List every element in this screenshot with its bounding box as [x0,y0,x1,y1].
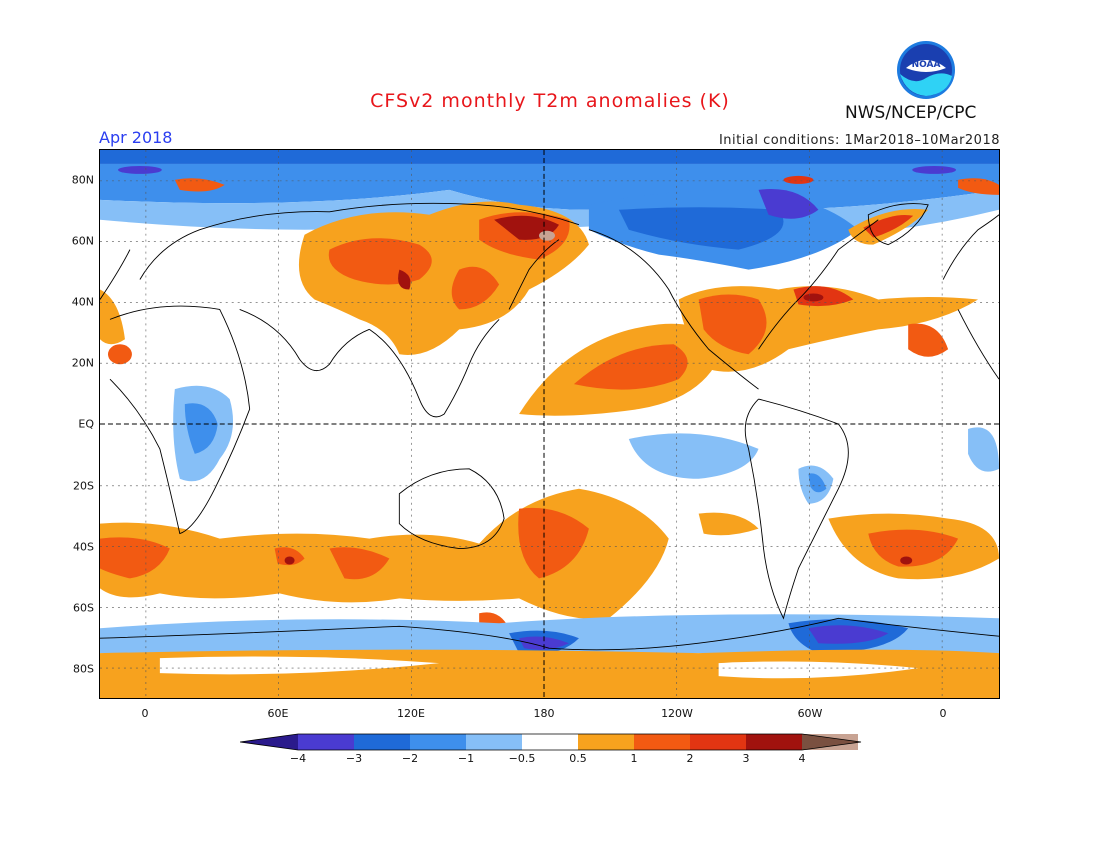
us-atlantic-warm [100,286,979,372]
colorbar-bin-neg1 [410,734,466,750]
noaa-logo-text: NOAA [912,60,941,70]
colorbar-label-pos05: 0.5 [569,752,587,765]
north-america-cold [588,175,859,270]
lat-label-40n: 40N [71,295,94,309]
colorbar-bin-neg3 [298,734,354,750]
grid-lines [100,150,999,698]
antarctic-bands [100,614,999,698]
equator-dateline [100,150,999,698]
lat-label-80s: 80S [73,662,94,676]
coastlines [100,202,999,651]
colorbar [240,733,862,751]
colorbar-bin-neg2 [354,734,410,750]
forecast-month: Apr 2018 [99,128,173,147]
southern-warm-belt [100,488,999,631]
colorbar-bin-pos3 [746,734,802,750]
lon-label-60w: 60W [797,707,823,720]
anomaly-map [99,149,1000,699]
colorbar-bin-neg05 [466,734,522,750]
tropical-cold-spots [173,385,999,504]
noaa-logo: NOAA [897,41,955,99]
colorbar-label-neg4: −4 [289,752,307,765]
colorbar-label-neg1: −1 [457,752,475,765]
lon-label-180: 180 [533,707,555,720]
colorbar-bin-neg4 [240,734,298,750]
colorbar-bin-zero [522,734,578,750]
colorbar-label-pos1: 1 [630,752,638,765]
lat-label-60n: 60N [71,234,94,248]
colorbar-label-pos2: 2 [686,752,694,765]
asia-pacific-warm [298,201,589,355]
colorbar-bin-pos05 [578,734,634,750]
lat-label-60s: 60S [73,601,94,615]
colorbar-label-neg2: −2 [401,752,419,765]
colorbar-label-neg3: −3 [345,752,363,765]
colorbar-bin-pos2 [690,734,746,750]
lat-label-40s: 40S [73,540,94,554]
colorbar-label-neg05: −0.5 [508,752,536,765]
lon-label-120w: 120W [661,707,693,720]
colorbar-label-pos3: 3 [742,752,750,765]
initial-conditions: Initial conditions: 1Mar2018–10Mar2018 [718,133,1000,148]
agency-label: NWS/NCEP/CPC [845,103,977,123]
lat-label-80n: 80N [71,173,94,187]
map-title: CFSv2 monthly T2m anomalies (K) [370,90,730,112]
lon-label-120e: 120E [397,707,425,720]
lat-label-20s: 20S [73,479,94,493]
central-pacific-warm [519,323,719,416]
lon-label-0-east: 0 [939,707,947,720]
colorbar-bin-pos1 [634,734,690,750]
lat-label-20n: 20N [71,356,94,370]
lat-label-eq: EQ [78,417,94,431]
colorbar-bin-pos5 [802,734,861,750]
lon-label-0-west: 0 [141,707,149,720]
colorbar-label-pos4: 4 [798,752,806,765]
lon-label-60e: 60E [267,707,289,720]
